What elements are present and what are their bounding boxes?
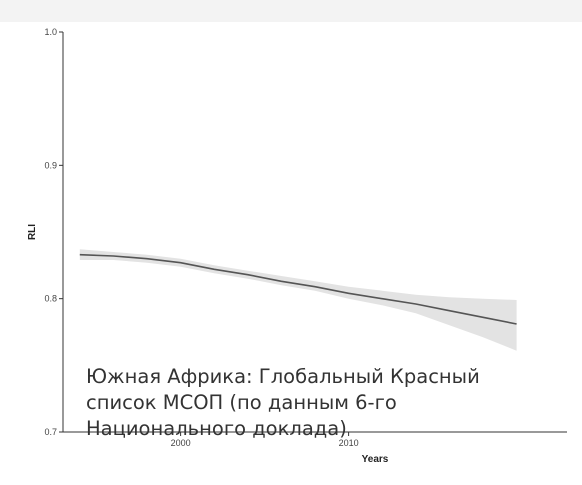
y-tick-label: 0.7 — [44, 427, 57, 437]
x-axis-title: Years — [362, 454, 389, 465]
y-tick-label: 1.0 — [44, 27, 57, 37]
caption-line-2: список МСОП (по данным 6-го — [86, 391, 397, 414]
y-tick-label: 0.8 — [44, 294, 57, 304]
caption-line-1: Южная Африка: Глобальный Красный — [86, 365, 480, 388]
x-tick-label: 2010 — [339, 438, 359, 448]
y-axis-title: RLI — [27, 224, 38, 240]
top-band — [0, 0, 582, 22]
series-line — [79, 253, 517, 325]
y-tick-label: 0.9 — [44, 160, 57, 170]
chart-caption: Южная Африка: Глобальный Красный список … — [86, 364, 556, 442]
caption-line-3: Национального доклада) — [86, 417, 347, 440]
confidence-ribbon — [79, 249, 517, 351]
x-tick-label: 2000 — [171, 438, 191, 448]
